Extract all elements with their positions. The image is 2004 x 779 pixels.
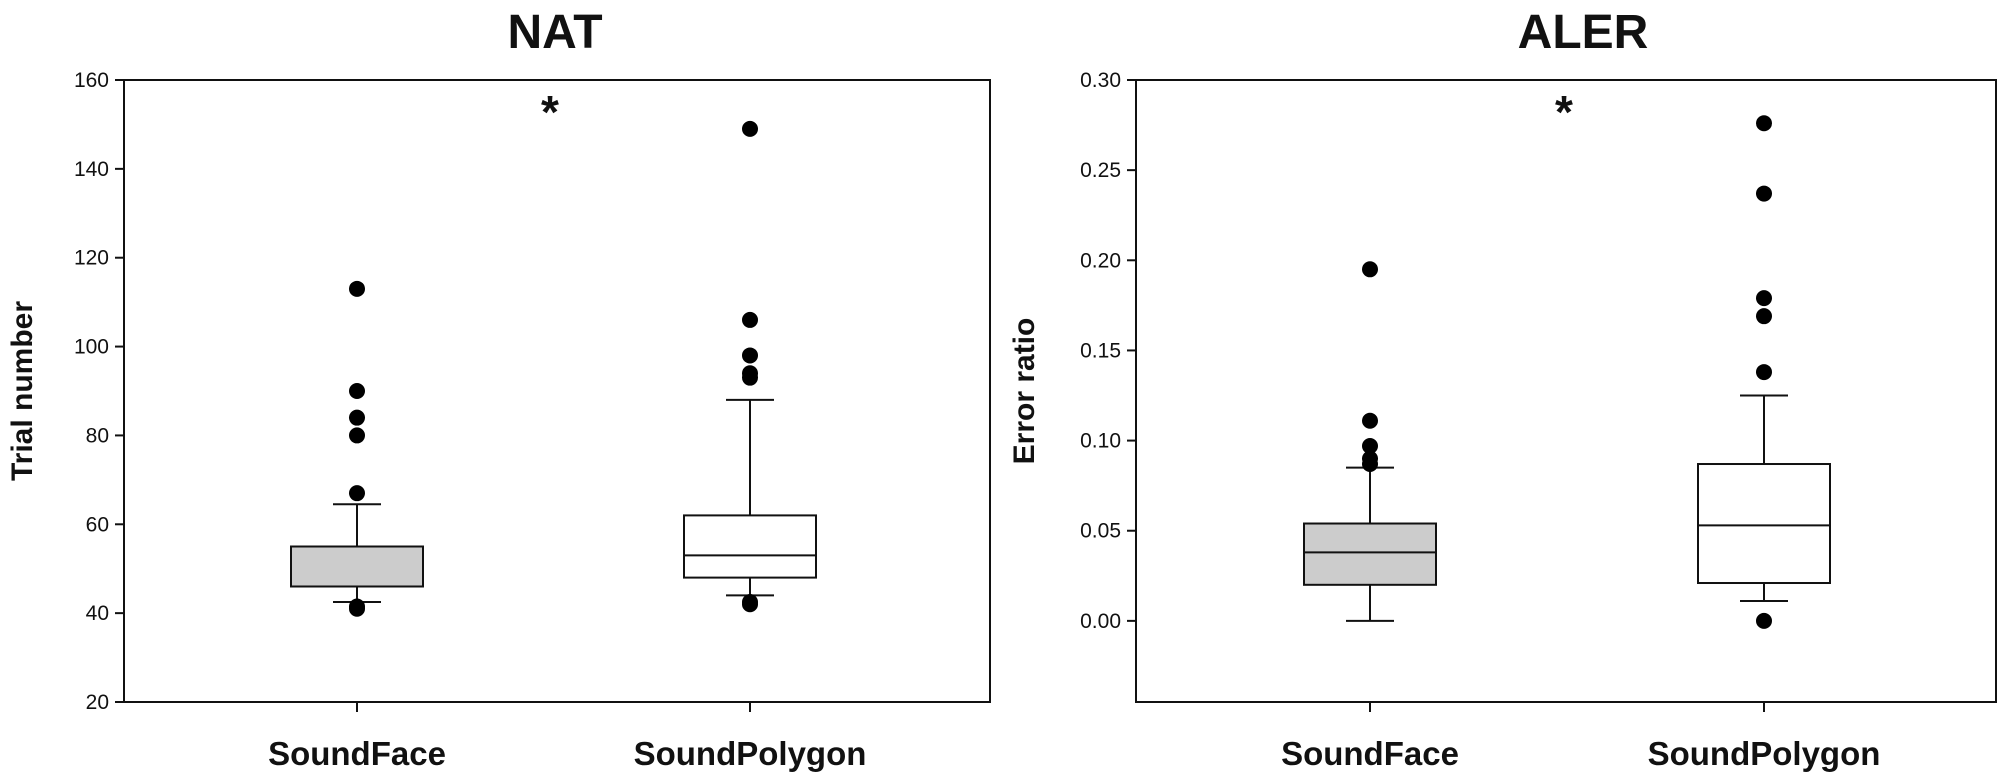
x-tick-label: SoundPolygon: [634, 735, 867, 772]
outlier-point: [1756, 185, 1772, 202]
y-tick-label: 0.20: [1080, 249, 1121, 272]
box-SoundPolygon: [683, 120, 817, 613]
x-tick-label: SoundFace: [1281, 735, 1459, 772]
y-tick-label: 100: [74, 336, 109, 359]
x-tick-label: SoundPolygon: [1648, 735, 1881, 772]
chart-panel-0: NAT Trial number 20 40 60 80 100 120 140 160 Sound…: [6, 6, 991, 772]
y-tick-label: 80: [86, 424, 109, 447]
significance-marker: *: [541, 86, 559, 138]
outlier-point: [1756, 308, 1772, 325]
outlier-point: [349, 280, 365, 297]
chart-panel-1: ALER Error ratio 0.00 0.05 0.10 0.15 0.20 0.25 0…: [1008, 6, 1997, 772]
outlier-point: [742, 120, 758, 137]
box-SoundFace: [1303, 261, 1437, 622]
outlier-point: [1362, 437, 1378, 454]
y-tick-label: 0.10: [1080, 430, 1121, 453]
outlier-point: [1362, 412, 1378, 429]
outlier-point: [1756, 364, 1772, 381]
outlier-point: [349, 598, 365, 615]
y-tick-label: 0.25: [1080, 159, 1121, 182]
y-tick-label: 0.15: [1080, 339, 1121, 362]
outlier-point: [742, 311, 758, 328]
y-axis-label: Trial number: [6, 301, 39, 481]
outlier-point: [349, 485, 365, 502]
box-SoundPolygon: [1697, 115, 1831, 629]
y-tick-label: 0.00: [1080, 610, 1121, 633]
x-tick-label: SoundFace: [268, 735, 446, 772]
box-SoundFace: [290, 280, 424, 617]
outlier-point: [1756, 290, 1772, 307]
y-tick-label: 140: [74, 158, 109, 181]
outlier-point: [1362, 261, 1378, 278]
outlier-point: [742, 594, 758, 611]
outlier-point: [742, 347, 758, 364]
y-tick-label: 0.05: [1080, 520, 1121, 543]
plot-frame: [1135, 79, 1997, 703]
outlier-point: [1362, 450, 1378, 467]
significance-marker: *: [1555, 86, 1573, 138]
outlier-point: [349, 409, 365, 426]
y-tick-label: 20: [86, 691, 109, 714]
chart-title: NAT: [507, 6, 602, 59]
y-tick-label: 40: [86, 602, 109, 625]
y-tick-label: 160: [74, 69, 109, 92]
chart-title: ALER: [1518, 6, 1649, 59]
iqr-box: [1303, 522, 1437, 586]
outlier-point: [742, 365, 758, 382]
outlier-point: [349, 383, 365, 399]
iqr-box: [290, 545, 424, 588]
outlier-point: [1756, 612, 1772, 629]
y-tick-label: 60: [86, 513, 109, 536]
y-tick-label: 0.30: [1080, 69, 1121, 92]
outlier-point: [349, 427, 365, 444]
y-axis-label: Error ratio: [1008, 318, 1041, 465]
iqr-box: [1697, 463, 1831, 585]
plot-frame: [123, 79, 991, 703]
outlier-point: [1756, 115, 1772, 132]
y-tick-label: 120: [74, 247, 109, 270]
iqr-box: [683, 514, 817, 579]
